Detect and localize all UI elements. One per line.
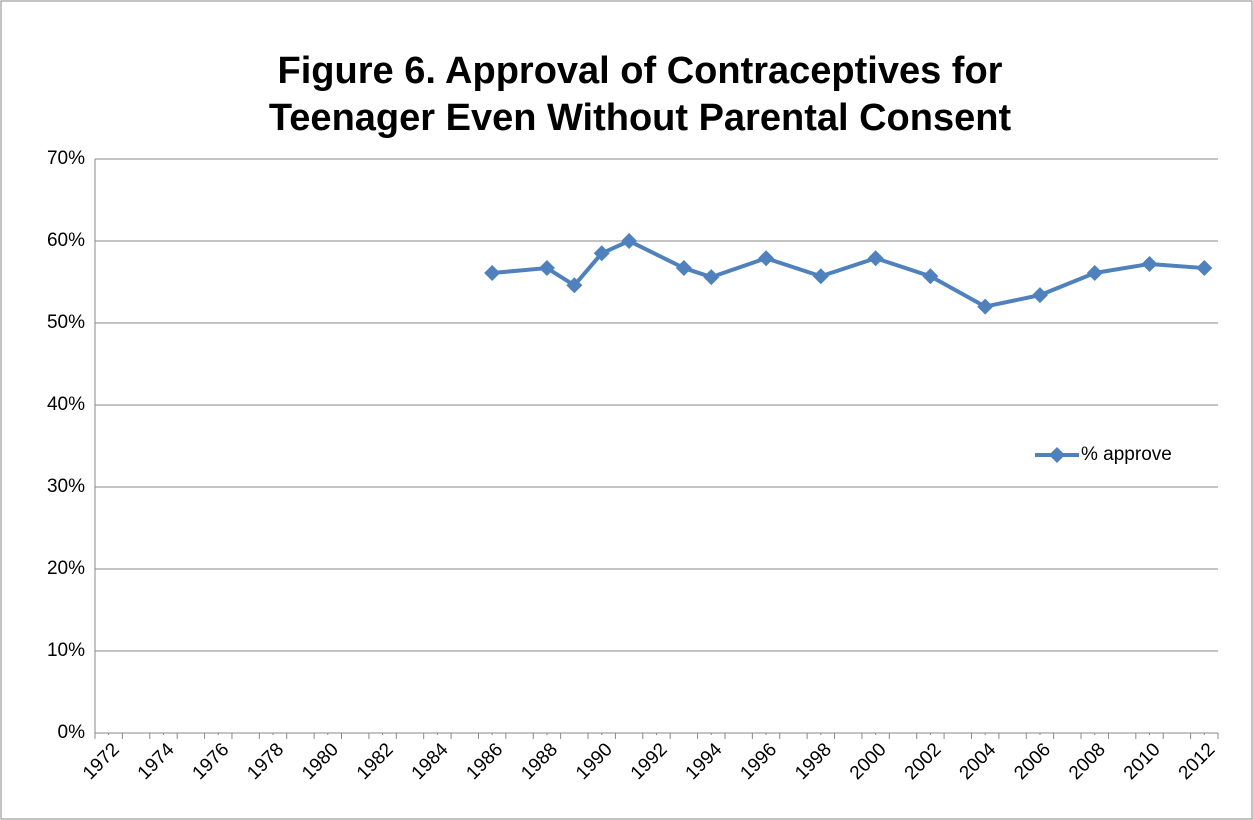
y-tick-label: 40% bbox=[47, 394, 85, 415]
marker bbox=[867, 250, 884, 267]
y-tick-label: 30% bbox=[47, 476, 85, 497]
marker bbox=[1196, 260, 1213, 277]
marker bbox=[566, 277, 583, 294]
marker bbox=[484, 264, 501, 281]
y-tick-label: 0% bbox=[58, 722, 86, 743]
y-tick-label: 60% bbox=[47, 230, 85, 251]
y-tick-label: 70% bbox=[47, 148, 85, 169]
y-tick-label: 50% bbox=[47, 312, 85, 333]
marker bbox=[538, 260, 555, 277]
marker bbox=[1086, 264, 1103, 281]
marker bbox=[1141, 255, 1158, 272]
marker bbox=[675, 260, 692, 277]
marker bbox=[812, 268, 829, 285]
marker bbox=[621, 233, 638, 249]
marker bbox=[1031, 287, 1048, 304]
legend-marker bbox=[1049, 447, 1065, 463]
y-tick-label: 20% bbox=[47, 558, 85, 579]
y-tick-label: 10% bbox=[47, 640, 85, 661]
series-line bbox=[491, 239, 1205, 309]
chart-title: Figure 6. Approval of Contraceptives for bbox=[278, 50, 1003, 92]
marker bbox=[977, 298, 994, 315]
marker bbox=[758, 250, 775, 267]
chart-title: Teenager Even Without Parental Consent bbox=[269, 97, 1012, 139]
marker bbox=[703, 269, 720, 286]
marker bbox=[922, 268, 939, 285]
marker bbox=[593, 245, 610, 262]
legend-label: % approve bbox=[1081, 444, 1172, 465]
